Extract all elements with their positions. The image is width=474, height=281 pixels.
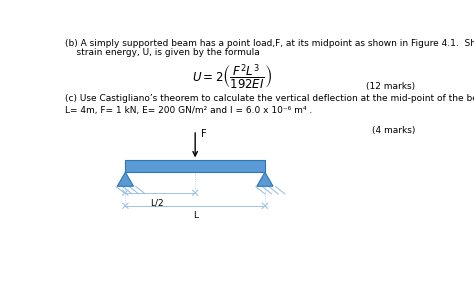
Text: L/2: L/2	[150, 198, 164, 207]
Text: strain energy, U, is given by the formula: strain energy, U, is given by the formul…	[65, 48, 259, 57]
Text: (b) A simply supported beam has a point load,F, at its midpoint as shown in Figu: (b) A simply supported beam has a point …	[65, 39, 474, 48]
Bar	[125, 160, 265, 172]
Text: L= 4m, F= 1 kN, E= 200 GN/m² and I = 6.0 x 10⁻⁶ m⁴ .: L= 4m, F= 1 kN, E= 200 GN/m² and I = 6.0…	[65, 106, 312, 115]
Text: F: F	[201, 129, 206, 139]
Text: (4 marks): (4 marks)	[372, 126, 416, 135]
Text: (12 marks): (12 marks)	[366, 82, 416, 91]
Text: (c) Use Castigliano’s theorem to calculate the vertical deflection at the mid-po: (c) Use Castigliano’s theorem to calcula…	[65, 94, 474, 103]
Text: $U = 2\left(\dfrac{F^2L^3}{192EI}\right)$: $U = 2\left(\dfrac{F^2L^3}{192EI}\right)…	[192, 63, 272, 92]
Text: L: L	[192, 211, 198, 220]
Polygon shape	[257, 172, 273, 186]
Polygon shape	[117, 172, 134, 186]
